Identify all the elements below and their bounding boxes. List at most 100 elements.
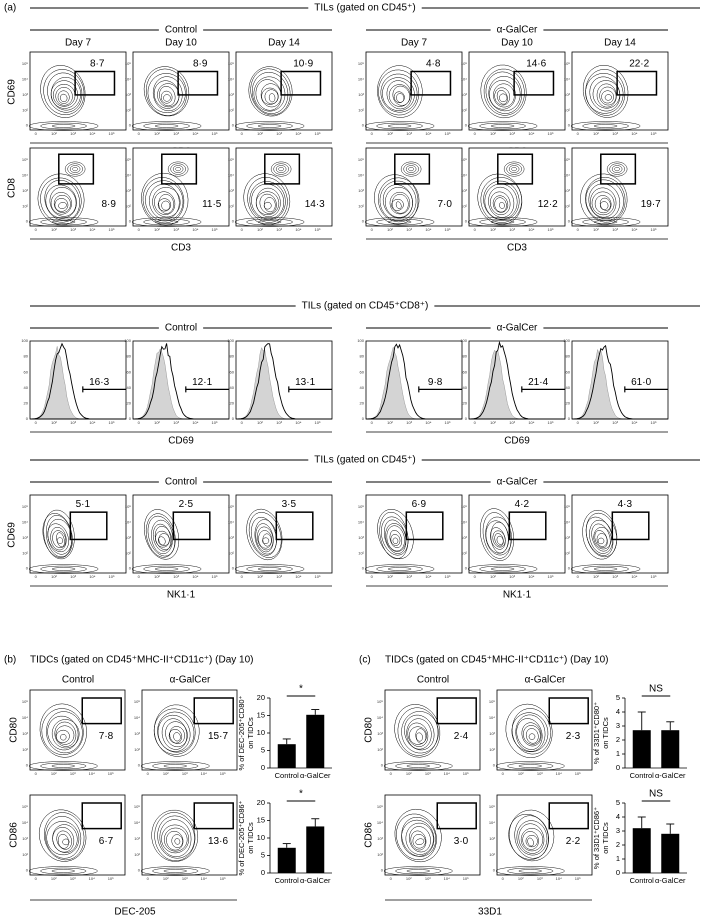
y-tick-label: 10³ — [461, 535, 467, 540]
contour — [143, 66, 190, 117]
plot-frame — [384, 689, 481, 771]
y-tick-label: 0 — [568, 122, 571, 127]
x-tick-label: 10⁴ — [201, 876, 207, 881]
contour — [173, 732, 181, 742]
group-label: Control — [417, 675, 449, 686]
plot-frame — [235, 494, 333, 574]
contour — [393, 91, 405, 103]
contour — [246, 218, 293, 226]
y-tick-label: 80 — [360, 354, 365, 359]
contour — [490, 220, 515, 224]
contour — [485, 71, 522, 114]
y-tick-label: 10² — [461, 204, 467, 209]
contour — [234, 564, 305, 574]
x-tick-label: 0 — [371, 574, 374, 579]
contour — [154, 124, 179, 128]
contour — [51, 124, 76, 128]
plot-frame — [29, 147, 127, 227]
gate-value: 2·5 — [179, 499, 194, 510]
bar — [661, 730, 680, 768]
contour — [255, 187, 281, 217]
contour — [599, 197, 611, 211]
gate — [161, 153, 198, 185]
bar — [277, 847, 296, 873]
y-tick-label: 10⁴ — [125, 76, 131, 81]
contour — [64, 161, 86, 177]
contour — [131, 564, 202, 574]
x-tick-label: 10⁵ — [651, 574, 657, 579]
x-tick-label: 10⁴ — [89, 574, 95, 579]
contour — [167, 161, 189, 177]
x-tick-label: 10³ — [182, 876, 188, 881]
y-tick-label: 10⁵ — [134, 804, 140, 809]
x-tick-label: 10² — [154, 420, 160, 425]
contour-lines — [140, 704, 210, 771]
contour-lines — [28, 703, 98, 771]
x-tick-label: 0 — [474, 420, 477, 425]
x-tick-label: 10² — [154, 131, 160, 136]
contour-lines — [28, 809, 98, 876]
group-label: α-GalCer — [497, 323, 538, 334]
y-tick-label: 0 — [232, 565, 235, 570]
contour — [523, 725, 541, 745]
contour — [273, 163, 289, 175]
day-label: Day 7 — [65, 38, 92, 49]
gate — [436, 802, 477, 830]
contour — [514, 815, 549, 859]
contour — [159, 819, 192, 857]
x-tick-label: 10⁴ — [192, 574, 198, 579]
y-tick-label: 0 — [362, 218, 365, 223]
y-tick-label: 10⁵ — [377, 804, 383, 809]
y-tick-label: 10² — [564, 551, 570, 556]
x-tick-label: Control — [275, 876, 300, 885]
contour — [161, 718, 188, 750]
group-label: Control — [165, 25, 197, 36]
contour — [49, 187, 77, 217]
x-tick-label: 0 — [241, 227, 244, 232]
y-tick-label: 0 — [26, 218, 29, 223]
x-tick-label: 10⁵ — [109, 131, 115, 136]
y-tick-label: 60 — [360, 369, 365, 374]
plot-frame — [365, 147, 463, 227]
stained-histogram — [235, 343, 332, 420]
y-tick-label: 10² — [564, 204, 570, 209]
y-tick-label: 10² — [22, 747, 28, 752]
y-tick-label: 80 — [463, 354, 468, 359]
contour — [479, 122, 526, 130]
gate — [436, 697, 477, 725]
x-tick-label: 10³ — [537, 876, 543, 881]
x-tick-label: 10⁵ — [445, 574, 451, 579]
y-tick-label: 0 — [129, 416, 132, 421]
bar — [306, 714, 325, 768]
y-tick-label: 10⁴ — [358, 76, 364, 81]
contour — [140, 866, 210, 876]
y-tick-label: 40 — [127, 385, 132, 390]
contour — [522, 831, 539, 850]
y-tick-label: 10² — [125, 108, 131, 113]
contour — [154, 812, 196, 862]
x-tick-label: 10³ — [70, 131, 76, 136]
x-tick-label: 0 — [371, 131, 374, 136]
contour — [597, 537, 605, 545]
y-tick-label: 10² — [358, 108, 364, 113]
y-tick-label: 100 — [460, 338, 467, 343]
y-tick-label: 0 — [493, 867, 496, 872]
contour — [389, 530, 403, 549]
contour — [599, 201, 609, 210]
contour — [507, 762, 554, 770]
x-tick-label: 10⁴ — [89, 876, 95, 881]
contour — [585, 73, 624, 114]
x-tick-label: 10³ — [276, 131, 282, 136]
x-tick-label: 0 — [371, 420, 374, 425]
contour — [508, 809, 555, 862]
contour — [528, 733, 536, 740]
gate-value: 61·0 — [631, 377, 651, 388]
contour — [401, 817, 437, 857]
contour — [594, 530, 608, 549]
contour — [53, 195, 71, 213]
y-tick-label: 10³ — [125, 92, 131, 97]
contour — [257, 220, 282, 224]
y-tick-label: 3 — [616, 826, 620, 835]
y-tick-label: 0 — [129, 122, 132, 127]
